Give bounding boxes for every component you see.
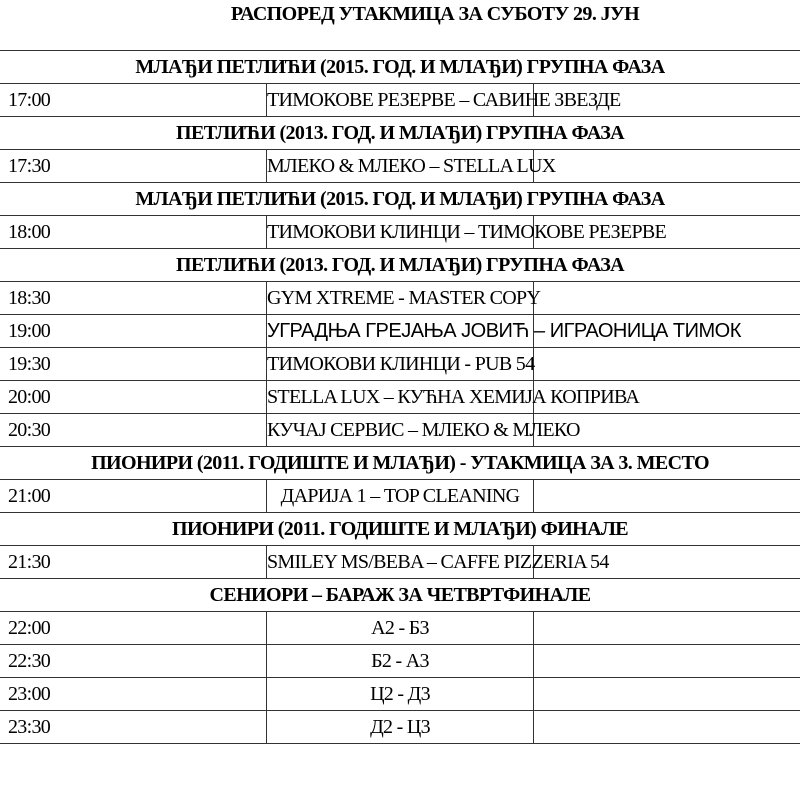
category-header: МЛАЂИ ПЕТЛИЋИ (2015. ГОД. И МЛАЂИ) ГРУПН… [0, 50, 800, 84]
match-teams: КУЧАЈ СЕРВИС – МЛЕКО & МЛЕКО [266, 413, 580, 447]
category-header: МЛАЂИ ПЕТЛИЋИ (2015. ГОД. И МЛАЂИ) ГРУПН… [0, 182, 800, 216]
match-time: 17:00 [0, 83, 267, 117]
category-header-row: ПИОНИРИ (2011. ГОДИШТЕ И МЛАЂИ) ФИНАЛЕ [0, 512, 800, 546]
match-teams: ТИМОКОВЕ РЕЗЕРВЕ – САВИНЕ ЗВЕЗДЕ [266, 83, 621, 117]
match-teams: МЛЕКО & МЛЕКО – STELLA LUX [266, 149, 556, 183]
match-row: 21:00 ДАРИЈА 1 – TOP CLEANING [0, 479, 800, 513]
schedule-table: МЛАЂИ ПЕТЛИЋИ (2015. ГОД. И МЛАЂИ) ГРУПН… [0, 50, 800, 744]
match-teams: STELLA LUX – КУЋНА ХЕМИЈА КОПРИВА [266, 380, 640, 414]
empty-cell [533, 281, 800, 315]
match-row: 18:00 ТИМОКОВИ КЛИНЦИ – ТИМОКОВЕ РЕЗЕРВЕ [0, 215, 800, 249]
page-title: РАСПОРЕД УТАКМИЦА ЗА СУБОТУ 29. ЈУН [230, 3, 640, 25]
empty-cell [533, 314, 800, 348]
match-row: 20:30 КУЧАЈ СЕРВИС – МЛЕКО & МЛЕКО [0, 413, 800, 447]
match-row: 20:00 STELLA LUX – КУЋНА ХЕМИЈА КОПРИВА [0, 380, 800, 414]
match-time: 22:30 [0, 644, 267, 678]
match-teams: SMILEY MS/BEBA – CAFFE PIZZERIA 54 [266, 545, 609, 579]
match-teams: Д2 - Ц3 [266, 710, 534, 744]
match-time: 21:30 [0, 545, 267, 579]
match-time: 19:00 [0, 314, 267, 348]
empty-cell [533, 644, 800, 678]
category-header-row: ПИОНИРИ (2011. ГОДИШТЕ И МЛАЂИ) - УТАКМИ… [0, 446, 800, 480]
category-header-row: ПЕТЛИЋИ (2013. ГОД. И МЛАЂИ) ГРУПНА ФАЗА [0, 248, 800, 282]
match-time: 18:00 [0, 215, 267, 249]
category-header: СЕНИОРИ – БАРАЖ ЗА ЧЕТВРТФИНАЛЕ [0, 578, 800, 612]
empty-cell [533, 149, 800, 183]
category-header: ПЕТЛИЋИ (2013. ГОД. И МЛАЂИ) ГРУПНА ФАЗА [0, 248, 800, 282]
match-teams: ТИМОКОВИ КЛИНЦИ - PUB 54 [266, 347, 535, 381]
match-row: 23:30 Д2 - Ц3 [0, 710, 800, 744]
match-row: 21:30 SMILEY MS/BEBA – CAFFE PIZZERIA 54 [0, 545, 800, 579]
match-time: 23:30 [0, 710, 267, 744]
match-time: 18:30 [0, 281, 267, 315]
match-teams: УГРАДЊА ГРЕЈАЊА ЈОВИЋ – ИГРАОНИЦА ТИМОК [266, 314, 741, 348]
empty-cell [533, 710, 800, 744]
match-time: 19:30 [0, 347, 267, 381]
match-time: 21:00 [0, 479, 267, 513]
category-header: ПИОНИРИ (2011. ГОДИШТЕ И МЛАЂИ) ФИНАЛЕ [0, 512, 800, 546]
match-row: 18:30 GYM XTREME - MASTER COPY [0, 281, 800, 315]
match-time: 23:00 [0, 677, 267, 711]
category-header-row: ПЕТЛИЋИ (2013. ГОД. И МЛАЂИ) ГРУПНА ФАЗА [0, 116, 800, 150]
match-time: 20:00 [0, 380, 267, 414]
match-teams: ДАРИЈА 1 – TOP CLEANING [266, 479, 534, 513]
match-teams: Ц2 - Д3 [266, 677, 534, 711]
match-teams: Б2 - А3 [266, 644, 534, 678]
category-header-row: СЕНИОРИ – БАРАЖ ЗА ЧЕТВРТФИНАЛЕ [0, 578, 800, 612]
empty-cell [533, 347, 800, 381]
match-row: 19:30 ТИМОКОВИ КЛИНЦИ - PUB 54 [0, 347, 800, 381]
match-time: 20:30 [0, 413, 267, 447]
match-row: 17:30 МЛЕКО & МЛЕКО – STELLA LUX [0, 149, 800, 183]
match-time: 22:00 [0, 611, 267, 645]
match-row: 23:00 Ц2 - Д3 [0, 677, 800, 711]
match-row: 22:30 Б2 - А3 [0, 644, 800, 678]
match-row: 22:00 А2 - Б3 [0, 611, 800, 645]
empty-cell [533, 611, 800, 645]
empty-cell [533, 479, 800, 513]
match-row: 17:00 ТИМОКОВЕ РЕЗЕРВЕ – САВИНЕ ЗВЕЗДЕ [0, 83, 800, 117]
match-row: 19:00 УГРАДЊА ГРЕЈАЊА ЈОВИЋ – ИГРАОНИЦА Т… [0, 314, 800, 348]
category-header: ПЕТЛИЋИ (2013. ГОД. И МЛАЂИ) ГРУПНА ФАЗА [0, 116, 800, 150]
match-teams: ТИМОКОВИ КЛИНЦИ – ТИМОКОВЕ РЕЗЕРВЕ [266, 215, 667, 249]
empty-cell [533, 677, 800, 711]
match-teams: GYM XTREME - MASTER COPY [266, 281, 541, 315]
match-teams: А2 - Б3 [266, 611, 534, 645]
category-header-row: МЛАЂИ ПЕТЛИЋИ (2015. ГОД. И МЛАЂИ) ГРУПН… [0, 182, 800, 216]
category-header: ПИОНИРИ (2011. ГОДИШТЕ И МЛАЂИ) - УТАКМИ… [0, 446, 800, 480]
match-time: 17:30 [0, 149, 267, 183]
empty-cell [533, 545, 800, 579]
category-header-row: МЛАЂИ ПЕТЛИЋИ (2015. ГОД. И МЛАЂИ) ГРУПН… [0, 50, 800, 84]
